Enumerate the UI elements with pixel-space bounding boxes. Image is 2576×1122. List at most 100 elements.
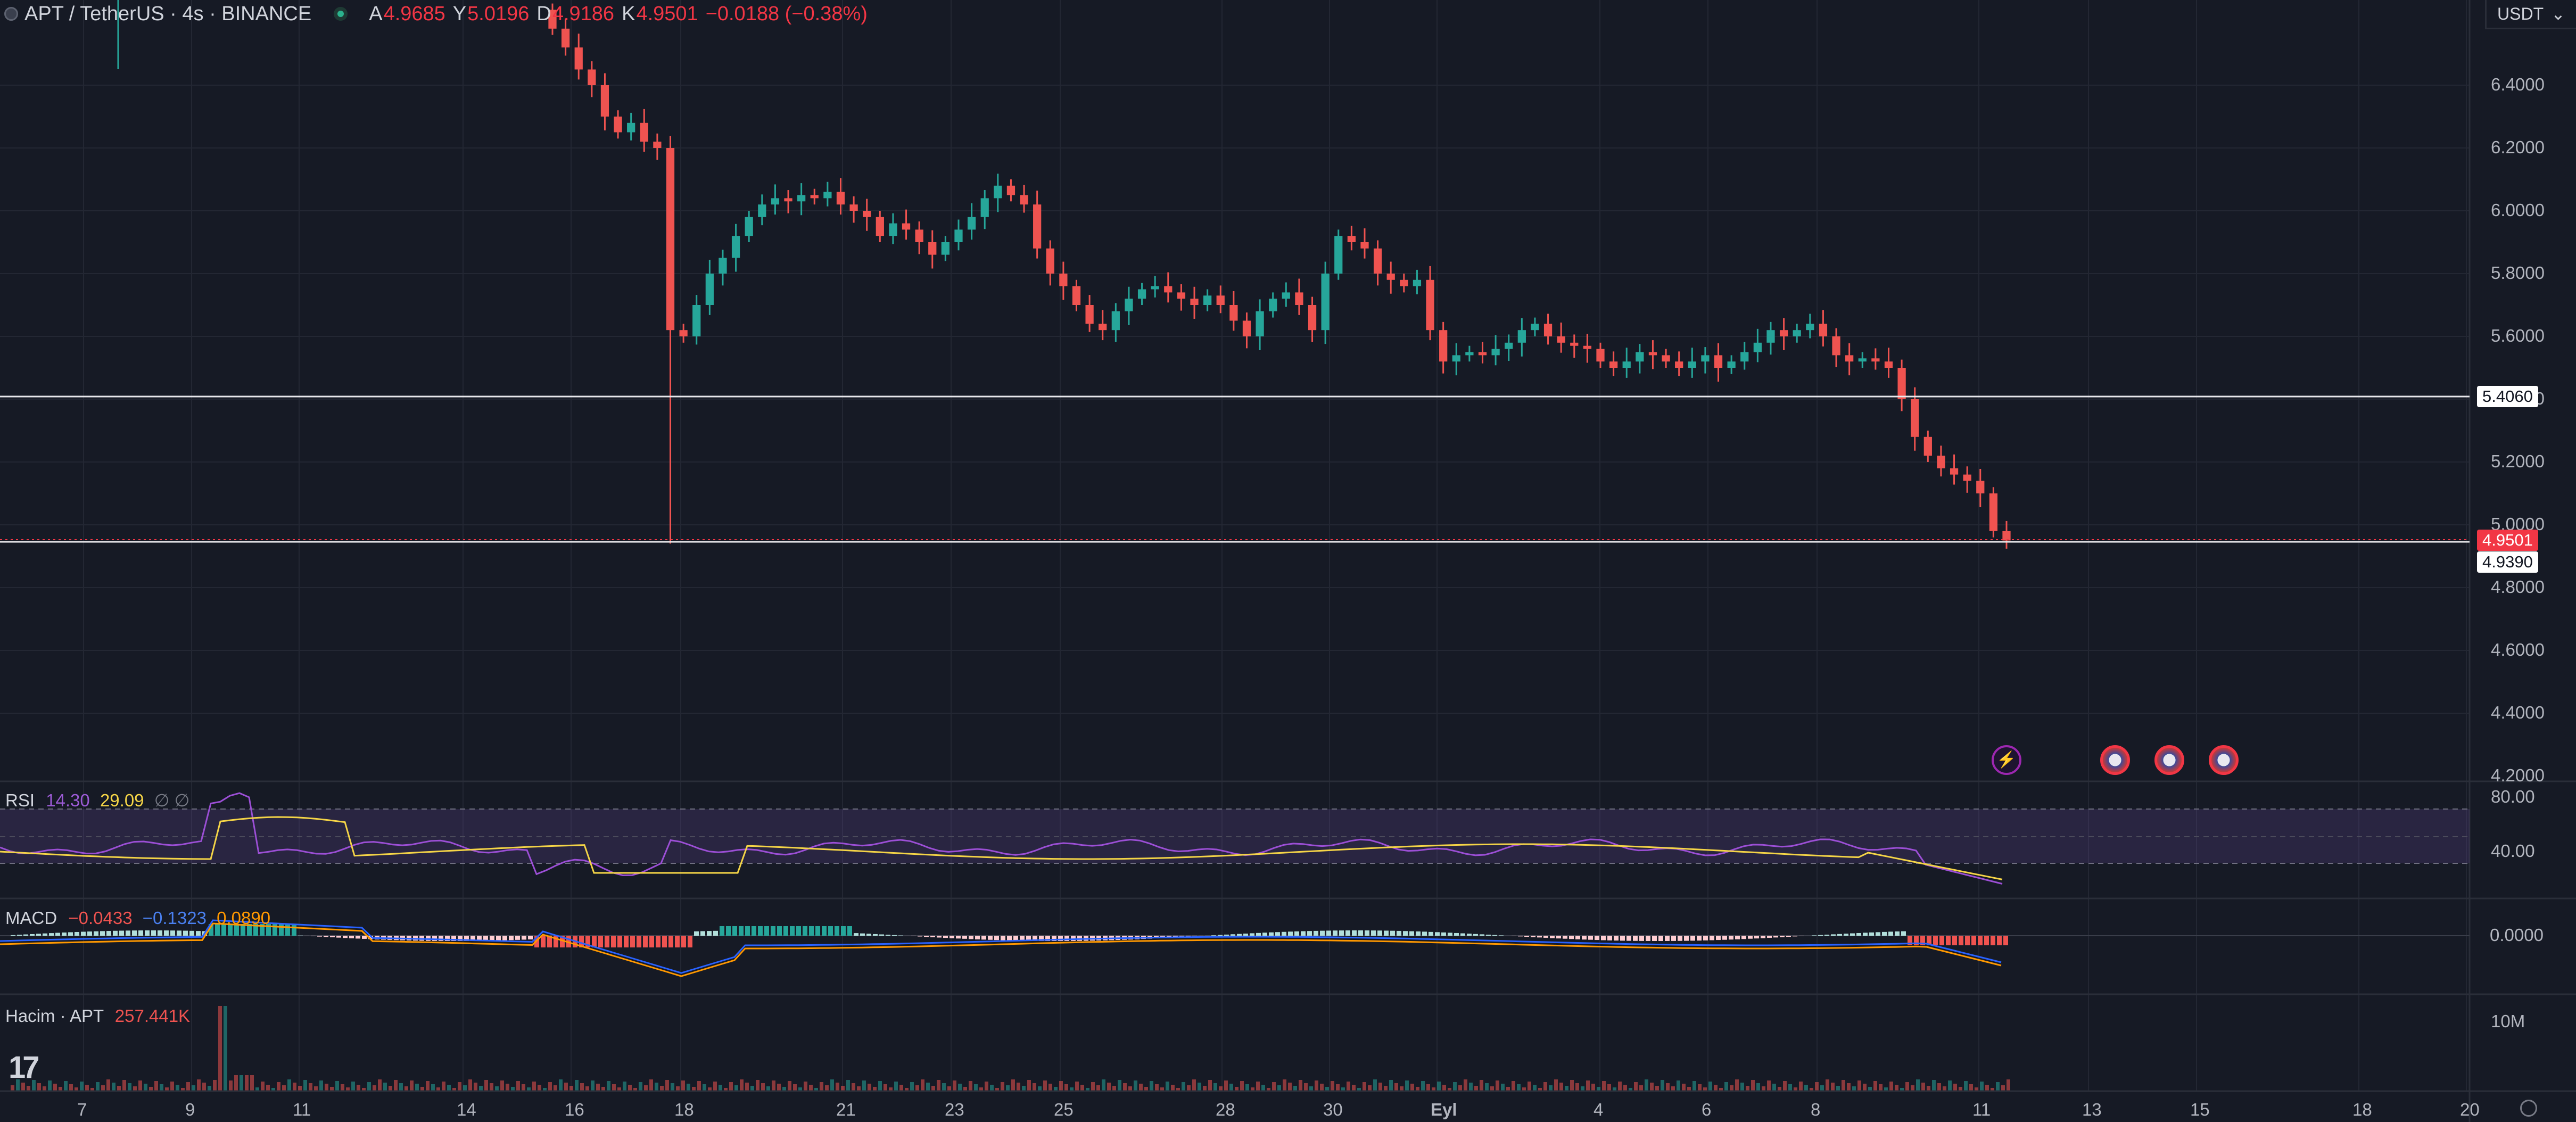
- macd-histogram-bar: [113, 930, 118, 936]
- macd-histogram-bar: [771, 926, 775, 936]
- macd-histogram-bar: [177, 930, 181, 936]
- volume-bar: [1751, 1080, 1755, 1091]
- macd-histogram-bar: [55, 933, 60, 936]
- volume-bar: [293, 1083, 296, 1091]
- candle-body: [1688, 361, 1696, 368]
- candle-body: [600, 85, 609, 117]
- volume-bar: [692, 1087, 696, 1091]
- macd-histogram-bar: [994, 936, 999, 940]
- candle-body: [1229, 305, 1238, 321]
- volume-bar: [1128, 1086, 1132, 1091]
- volume-bar: [1048, 1084, 1052, 1091]
- candle-body: [1295, 292, 1303, 305]
- macd-histogram-bar: [1384, 930, 1389, 936]
- macd-histogram-bar: [470, 936, 475, 941]
- volume-bar: [937, 1080, 940, 1091]
- macd-histogram-bar: [1001, 936, 1005, 940]
- flash-event-icon[interactable]: ⚡: [1992, 745, 2021, 775]
- macd-histogram-bar: [439, 936, 443, 941]
- tradingview-logo[interactable]: 17: [9, 1050, 39, 1085]
- macd-histogram-bar: [1007, 936, 1012, 940]
- volume-bar: [1543, 1082, 1547, 1091]
- volume-bar: [1134, 1080, 1137, 1091]
- volume-bar: [1645, 1079, 1648, 1091]
- volume-bar: [500, 1080, 504, 1091]
- currency-button[interactable]: USDT ⌄: [2485, 0, 2576, 29]
- macd-histogram-bar: [752, 926, 756, 936]
- volume-bar: [373, 1085, 376, 1091]
- macd-histogram-bar: [1729, 936, 1733, 940]
- volume-bar: [1964, 1081, 1968, 1091]
- us-flag-event-icon[interactable]: [2100, 745, 2130, 775]
- price-tag-line2[interactable]: 4.9390: [2477, 551, 2538, 573]
- candle-body: [745, 217, 753, 236]
- macd-histogram-bar: [854, 933, 858, 936]
- volume-bar: [106, 1079, 110, 1091]
- macd-histogram-bar: [783, 926, 788, 936]
- candle-body: [1701, 355, 1710, 362]
- us-flag-event-icon[interactable]: [2154, 745, 2184, 775]
- volume-bar: [798, 1087, 802, 1091]
- candle-body: [1832, 336, 1840, 356]
- macd-histogram-bar: [1275, 932, 1280, 936]
- volume-bar: [1160, 1087, 1164, 1091]
- market-status-icon[interactable]: [334, 7, 348, 21]
- open-label: A: [369, 2, 383, 25]
- volume-bar: [1320, 1084, 1324, 1091]
- macd-histogram-bar: [1595, 936, 1599, 940]
- candle-body: [1963, 474, 1971, 481]
- symbol-title[interactable]: APT / TetherUS · 4s · BINANCE: [24, 2, 312, 25]
- candle-body: [1006, 185, 1015, 195]
- macd-histogram-bar: [637, 936, 641, 947]
- macd-histogram-bar: [81, 931, 86, 936]
- volume-bar: [947, 1086, 951, 1091]
- volume-bar: [1746, 1086, 1749, 1091]
- volume-bar: [43, 1086, 46, 1091]
- price-tag-line1[interactable]: 5.4060: [2477, 386, 2538, 407]
- macd-histogram-bar: [1403, 931, 1408, 936]
- macd-line-value: −0.1323: [142, 908, 207, 928]
- volume-bar: [325, 1084, 328, 1091]
- volume-bar: [1373, 1079, 1377, 1091]
- macd-histogram-bar: [43, 933, 47, 936]
- rsi-value: 14.30: [46, 790, 90, 810]
- macd-histogram-bar: [605, 936, 609, 947]
- macd-histogram-bar: [1448, 933, 1452, 936]
- volume-axis-10m: 10M: [2491, 1011, 2525, 1031]
- macd-histogram-bar: [1524, 936, 1529, 937]
- macd-legend[interactable]: MACD −0.0433 −0.1323 0.0890: [5, 908, 270, 928]
- volume-bar: [490, 1083, 493, 1091]
- candle-body: [849, 204, 858, 211]
- rsi-legend[interactable]: RSI 14.30 29.09 ∅ ∅: [5, 790, 189, 811]
- time-axis-tick: 9: [185, 1100, 195, 1119]
- settings-icon[interactable]: [2520, 1100, 2537, 1117]
- close-label: K: [622, 2, 635, 25]
- candle-body: [1190, 299, 1199, 305]
- volume-bar: [112, 1083, 115, 1091]
- volume-bar: [1213, 1083, 1217, 1091]
- volume-bar: [1943, 1086, 1946, 1091]
- volume-bar: [1405, 1080, 1409, 1091]
- macd-histogram-bar: [1773, 936, 1778, 938]
- us-flag-event-icon[interactable]: [2209, 745, 2239, 775]
- volume-legend[interactable]: Hacim · APT 257.441K: [5, 1006, 190, 1026]
- volume-bar: [229, 1080, 233, 1091]
- volume-bar: [884, 1084, 887, 1091]
- macd-histogram-bar: [1908, 936, 1912, 945]
- volume-bar: [149, 1087, 153, 1091]
- candle-body: [1426, 279, 1434, 331]
- macd-histogram-bar: [541, 936, 546, 947]
- macd-histogram-bar: [1952, 936, 1957, 945]
- price-tag-current[interactable]: 4.9501: [2477, 530, 2538, 551]
- volume-bar: [612, 1084, 616, 1091]
- volume-bar: [208, 1086, 211, 1091]
- volume-bar: [1442, 1085, 1446, 1091]
- rsi-name: RSI: [5, 790, 35, 810]
- candle-body: [967, 217, 976, 230]
- volume-bar: [1112, 1086, 1116, 1091]
- volume-bar: [825, 1085, 829, 1091]
- macd-histogram-bar: [1243, 934, 1248, 936]
- volume-bar: [69, 1084, 73, 1091]
- macd-histogram-bar: [847, 926, 852, 936]
